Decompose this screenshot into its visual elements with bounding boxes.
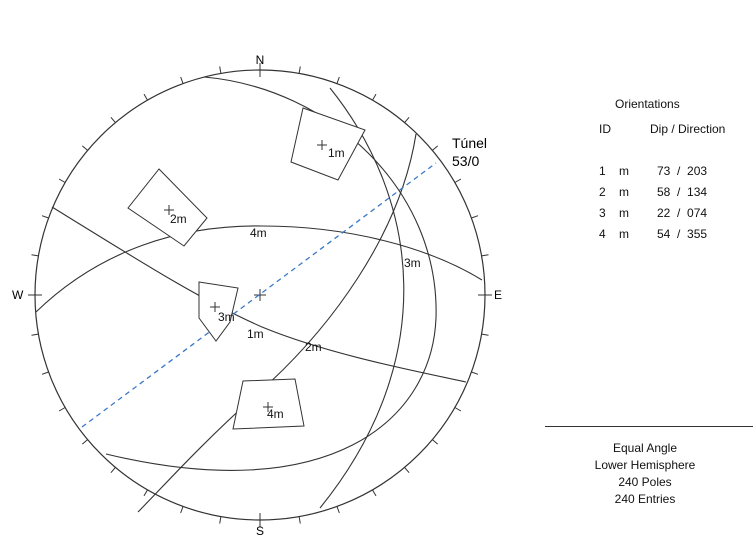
azimuth-tick xyxy=(41,371,49,375)
azimuth-tick xyxy=(41,215,49,219)
row-type: m xyxy=(619,227,629,241)
projection-info: Equal Angle Lower Hemisphere 240 Poles 2… xyxy=(577,440,713,508)
north-label: N xyxy=(256,53,265,67)
orientations-title: Orientations xyxy=(615,97,680,111)
pole-window-2 xyxy=(127,168,208,247)
stereonet-plot: N S E W 1m 2m 3m 4m 1m 2m 3m 4m xyxy=(12,53,502,536)
row-id: 4 xyxy=(599,227,606,241)
azimuth-tick xyxy=(454,407,462,412)
pole-label-4: 4m xyxy=(267,407,284,421)
row-type: m xyxy=(619,164,629,178)
azimuth-tick xyxy=(336,76,340,84)
row-id: 2 xyxy=(599,185,606,199)
row-type: m xyxy=(619,206,629,220)
tunnel-orientation: 53/0 xyxy=(452,153,479,169)
pole-mark-1 xyxy=(317,140,327,150)
azimuth-tick xyxy=(81,145,88,151)
row-id: 3 xyxy=(599,206,606,220)
plane-label-1: 1m xyxy=(247,327,264,341)
plane-label-4: 4m xyxy=(250,226,267,240)
azimuth-tick xyxy=(81,439,88,445)
pole-label-3: 3m xyxy=(218,310,235,324)
great-circle-2 xyxy=(51,206,467,383)
azimuth-tick xyxy=(110,467,116,474)
azimuth-tick xyxy=(471,215,479,219)
azimuth-tick xyxy=(372,489,377,497)
tunnel-label: Túnel xyxy=(452,135,487,151)
pole-label-2: 2m xyxy=(170,212,187,226)
great-circle-3 xyxy=(35,225,483,313)
azimuth-tick xyxy=(110,116,116,123)
row-dip-direction: 54 / 355 xyxy=(657,227,708,241)
plane-label-3: 3m xyxy=(404,256,421,270)
poles-count: 240 Poles xyxy=(618,475,672,489)
entries-count: 240 Entries xyxy=(614,492,676,506)
info-divider xyxy=(545,426,753,427)
east-label: E xyxy=(494,288,502,302)
azimuth-tick xyxy=(481,254,489,257)
great-circle-4 xyxy=(137,133,417,513)
azimuth-tick xyxy=(372,93,377,101)
dip-direction-column-header: Dip / Direction xyxy=(650,122,726,136)
azimuth-ticks xyxy=(31,66,489,524)
azimuth-tick xyxy=(180,76,184,84)
azimuth-tick xyxy=(58,178,66,183)
azimuth-tick xyxy=(404,116,410,123)
id-column-header: ID xyxy=(599,122,611,136)
azimuth-tick xyxy=(143,489,148,497)
azimuth-tick xyxy=(31,333,39,336)
plane-label-2: 2m xyxy=(305,340,322,354)
tunnel-axis-line xyxy=(81,162,437,428)
azimuth-tick xyxy=(432,145,439,151)
row-type: m xyxy=(619,185,629,199)
pole-mark-4 xyxy=(263,402,273,412)
azimuth-tick xyxy=(471,371,479,375)
great-circle-5 xyxy=(319,87,405,509)
azimuth-tick xyxy=(481,333,489,336)
azimuth-tick xyxy=(454,178,462,183)
row-dip-direction: 58 / 134 xyxy=(657,185,708,199)
west-label: W xyxy=(12,288,24,302)
pole-mark-2 xyxy=(164,205,174,215)
south-label: S xyxy=(256,524,264,536)
azimuth-tick xyxy=(432,439,439,445)
azimuth-tick xyxy=(219,516,222,524)
hemisphere: Lower Hemisphere xyxy=(594,458,696,472)
pole-label-1: 1m xyxy=(328,146,345,160)
pole-mark-3 xyxy=(210,302,220,312)
azimuth-tick xyxy=(31,254,39,257)
row-dip-direction: 22 / 074 xyxy=(657,206,708,220)
azimuth-tick xyxy=(298,516,301,524)
azimuth-tick xyxy=(404,467,410,474)
azimuth-tick xyxy=(336,506,340,514)
azimuth-tick xyxy=(298,66,301,74)
projection-type: Equal Angle xyxy=(612,441,678,455)
azimuth-tick xyxy=(180,506,184,514)
center-cross xyxy=(254,289,266,301)
azimuth-tick xyxy=(219,66,222,74)
azimuth-tick xyxy=(58,407,66,412)
pole-window-1 xyxy=(290,107,366,181)
row-dip-direction: 73 / 203 xyxy=(657,164,708,178)
pole-window-3 xyxy=(198,281,239,342)
row-id: 1 xyxy=(599,164,606,178)
azimuth-tick xyxy=(143,93,148,101)
